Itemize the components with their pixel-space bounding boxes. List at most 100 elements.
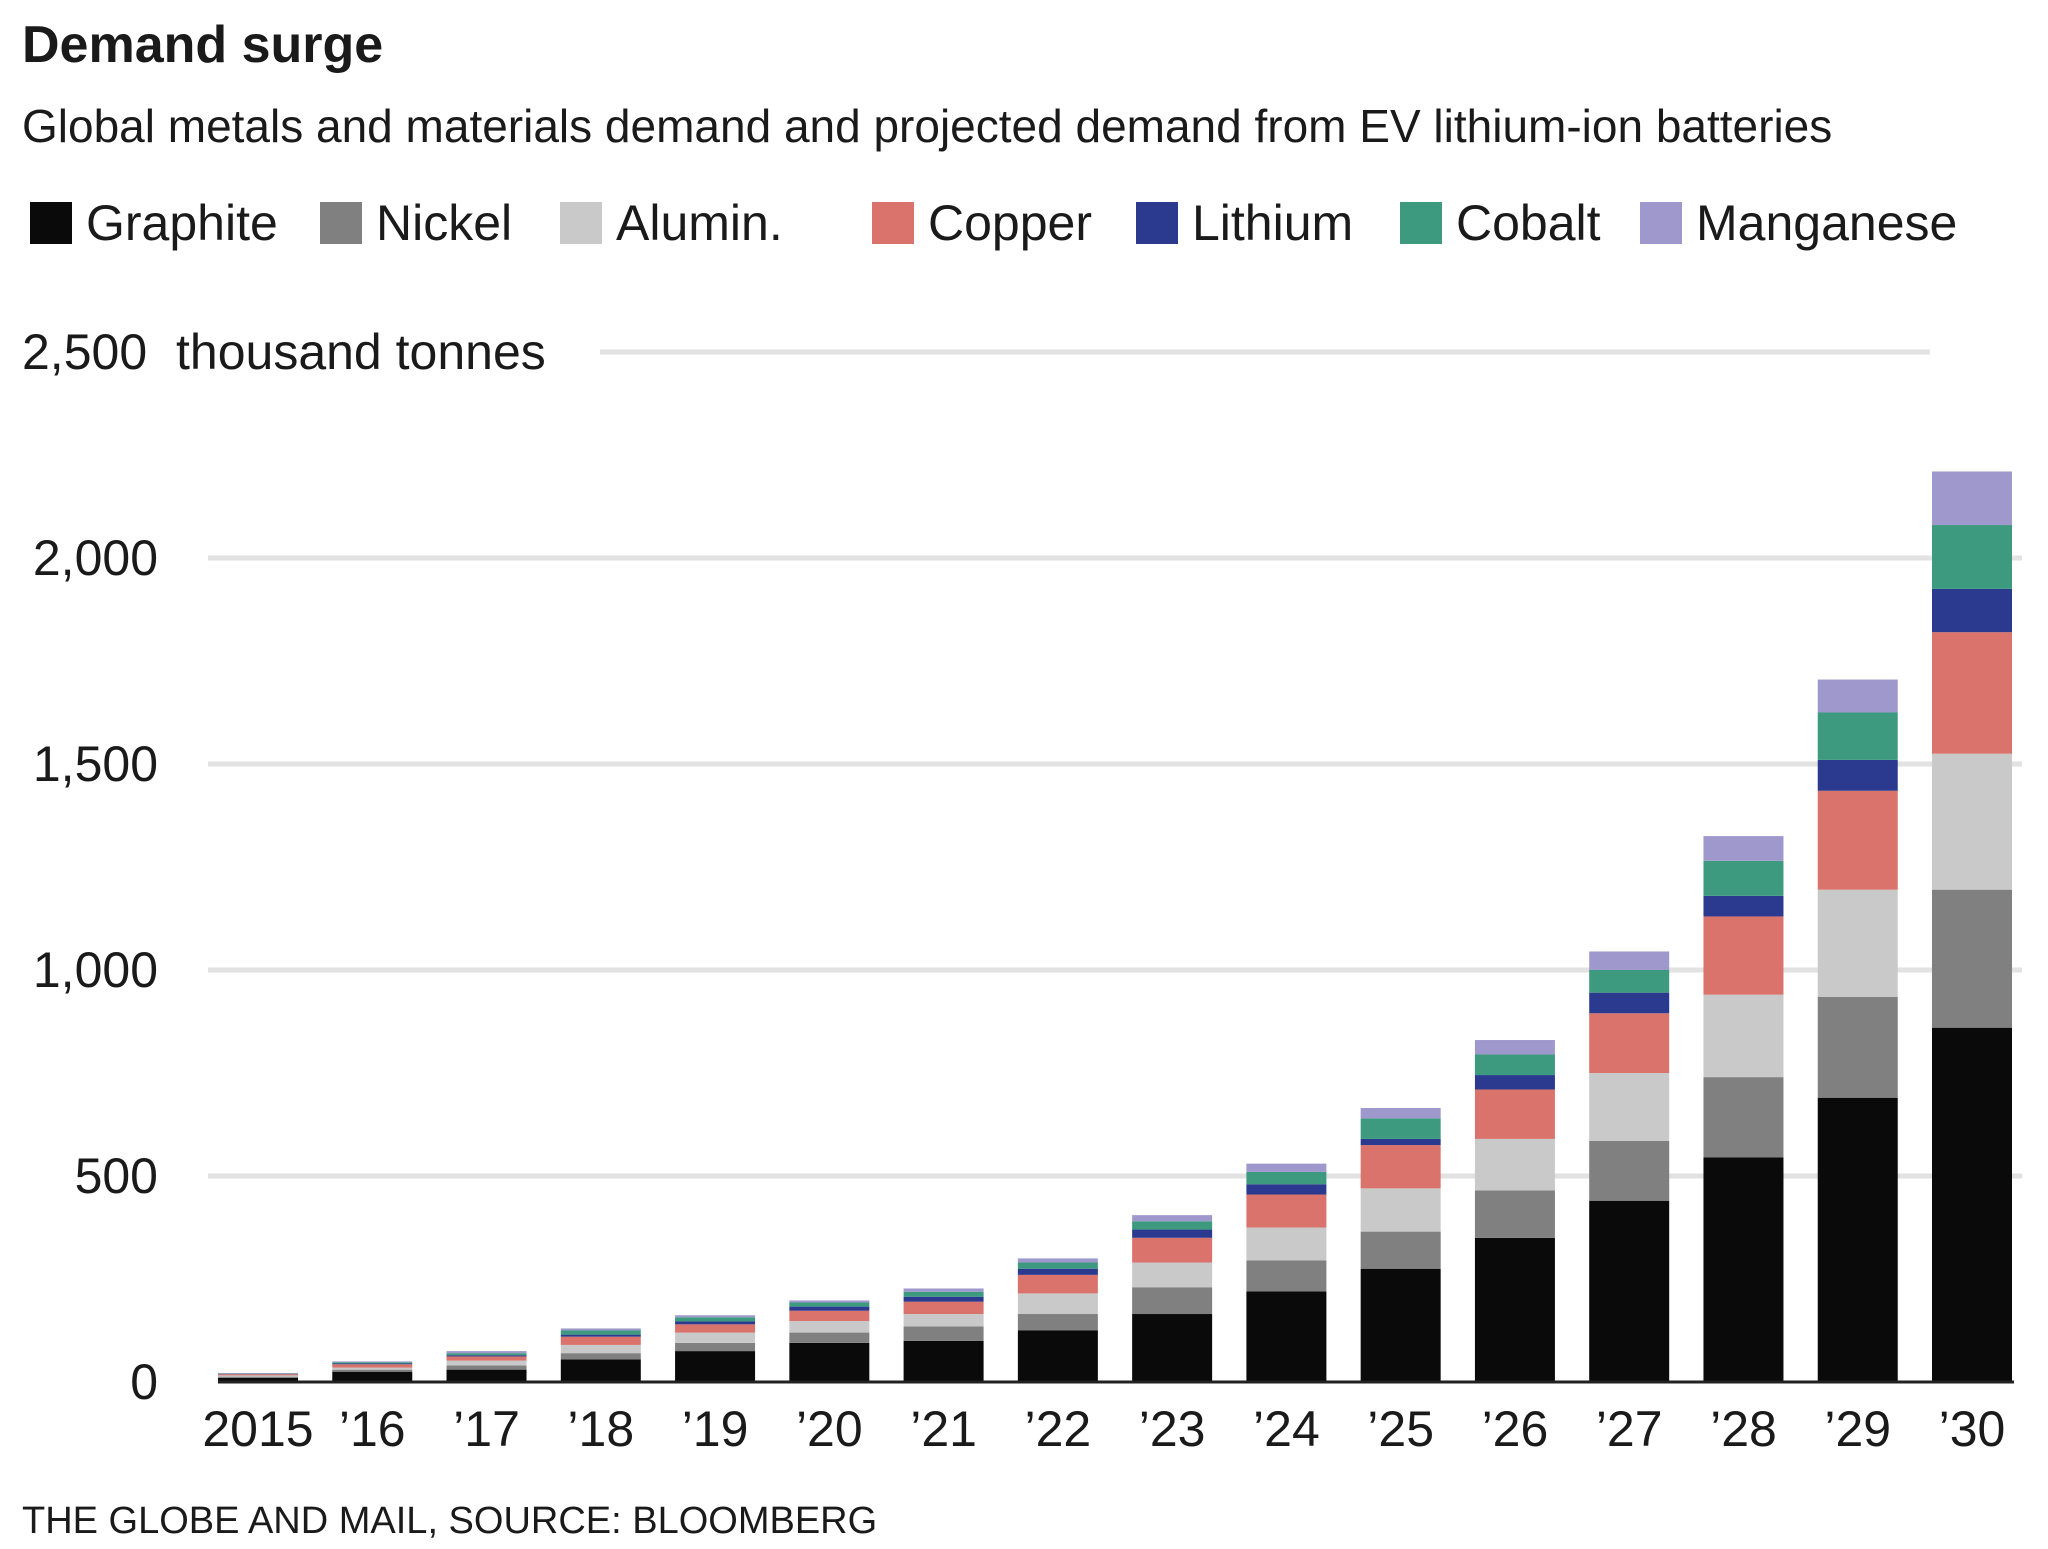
bar-segment-cobalt <box>1932 525 2012 589</box>
bar-segment-lithium <box>1817 759 1898 791</box>
bar-segment-copper <box>332 1364 413 1368</box>
legend-label: Cobalt <box>1456 195 1601 251</box>
bar-segment-copper <box>675 1324 756 1333</box>
legend: Graphite Nickel Alumin. Copper Lithium Cobalt… <box>30 195 1957 251</box>
bar-segment-nickel <box>446 1365 527 1370</box>
bar-segment-manganese <box>1817 679 1898 713</box>
legend-label: Graphite <box>86 195 278 251</box>
legend-item-nickel: Nickel <box>320 195 512 251</box>
bar-stack <box>560 1328 641 1382</box>
bar-stack <box>332 1361 413 1382</box>
bar-segment-nickel <box>1132 1287 1213 1315</box>
x-tick-label: ’17 <box>453 1401 520 1457</box>
bar-segment-alumin <box>1932 753 2012 890</box>
bar-segment-cobalt <box>1589 970 1670 993</box>
bar-segment-lithium <box>789 1306 870 1311</box>
bar-segment-graphite <box>1246 1291 1327 1382</box>
legend-item-manganese: Manganese <box>1640 195 1957 251</box>
bar-segment-alumin <box>675 1332 756 1343</box>
bar-segment-lithium <box>675 1321 756 1325</box>
legend-item-copper: Copper <box>872 195 1092 251</box>
bar-segment-manganese <box>1932 471 2012 526</box>
bar-segment-copper <box>1017 1274 1098 1294</box>
bar-segment-manganese <box>789 1300 870 1303</box>
bar-segment-copper <box>560 1336 641 1345</box>
bar-stack <box>1589 951 1670 1382</box>
x-tick-label: ’18 <box>567 1401 634 1457</box>
x-tick-label: ’20 <box>796 1401 863 1457</box>
bar-segment-graphite <box>332 1371 413 1382</box>
bar-segment-graphite <box>446 1369 527 1382</box>
bar-segment-manganese <box>446 1351 527 1354</box>
bar-segment-copper <box>1360 1145 1441 1189</box>
bar-segment-cobalt <box>675 1317 756 1322</box>
legend-item-graphite: Graphite <box>30 195 278 251</box>
bar-segment-lithium <box>1132 1229 1213 1238</box>
bar-stack <box>218 1372 298 1382</box>
bar-segment-copper <box>903 1301 984 1315</box>
legend-swatch <box>30 202 72 244</box>
bar-segment-nickel <box>1360 1231 1441 1269</box>
x-tick-label: ’26 <box>1482 1401 1549 1457</box>
bar-segment-graphite <box>1932 1027 2012 1382</box>
bar-segment-nickel <box>218 1376 298 1378</box>
bar-segment-nickel <box>1817 996 1898 1098</box>
bar-segment-graphite <box>1132 1314 1213 1382</box>
bar-segment-lithium <box>1474 1075 1555 1090</box>
x-tick-label: ’28 <box>1710 1401 1777 1457</box>
bar-stack <box>1246 1163 1327 1382</box>
bar-segment-graphite <box>789 1342 870 1382</box>
bar-segment-manganese <box>1132 1215 1213 1222</box>
bar-segment-copper <box>446 1356 527 1361</box>
bar-segment-lithium <box>903 1296 984 1302</box>
bar-segment-manganese <box>332 1361 413 1363</box>
bar-segment-alumin <box>560 1344 641 1354</box>
bar-segment-cobalt <box>332 1362 413 1364</box>
bar-segment-alumin <box>1474 1138 1555 1191</box>
bar-segment-copper <box>1246 1194 1327 1228</box>
x-tick-label: ’27 <box>1596 1401 1663 1457</box>
bar-segment-lithium <box>1589 992 1670 1014</box>
y-tick-label: 2,500 <box>22 324 147 380</box>
bar-segment-lithium <box>1703 895 1784 917</box>
bar-segment-nickel <box>789 1332 870 1343</box>
x-tick-label: ’22 <box>1024 1401 1091 1457</box>
bar-segment-manganese <box>1017 1258 1098 1263</box>
source-credit: THE GLOBE AND MAIL, SOURCE: BLOOMBERG <box>22 1500 877 1542</box>
bar-segment-alumin <box>1017 1293 1098 1315</box>
bar-segment-cobalt <box>1817 712 1898 760</box>
y-axis: 0 500 1,000 1,500 2,000 2,500 thousand tonnes <box>22 324 546 1410</box>
bar-segment-graphite <box>560 1359 641 1382</box>
legend-swatch <box>872 202 914 244</box>
bar-segment-alumin <box>789 1321 870 1333</box>
bar-segment-alumin <box>1132 1262 1213 1288</box>
bar-segment-alumin <box>218 1375 298 1377</box>
bar-segment-nickel <box>1589 1140 1670 1201</box>
x-tick-label: ’16 <box>339 1401 406 1457</box>
bar-segment-manganese <box>903 1288 984 1292</box>
x-tick-label: ’24 <box>1253 1401 1320 1457</box>
bar-stack <box>903 1288 984 1382</box>
bar-segment-manganese <box>1474 1040 1555 1055</box>
bar-stack <box>1474 1040 1555 1382</box>
bar-stack <box>1360 1108 1441 1382</box>
legend-swatch <box>1640 202 1682 244</box>
legend-label: Alumin. <box>616 195 783 251</box>
bar-segment-copper <box>1589 1013 1670 1073</box>
bar-segment-copper <box>789 1310 870 1322</box>
bar-segment-alumin <box>903 1314 984 1327</box>
bar-segment-lithium <box>332 1363 413 1365</box>
bar-segment-cobalt <box>560 1330 641 1335</box>
bar-segment-graphite <box>903 1340 984 1382</box>
bar-segment-lithium <box>1932 588 2012 633</box>
bar-segment-cobalt <box>1132 1221 1213 1230</box>
bar-segment-nickel <box>675 1342 756 1352</box>
bar-segment-graphite <box>1703 1157 1784 1382</box>
bar-stack <box>1017 1258 1098 1382</box>
legend-label: Nickel <box>376 195 512 251</box>
x-tick-label: ’25 <box>1367 1401 1434 1457</box>
legend-swatch <box>1400 202 1442 244</box>
x-tick-label: ’30 <box>1939 1401 2006 1457</box>
bar-segment-copper <box>1932 632 2012 754</box>
x-tick-label: 2015 <box>202 1401 313 1457</box>
